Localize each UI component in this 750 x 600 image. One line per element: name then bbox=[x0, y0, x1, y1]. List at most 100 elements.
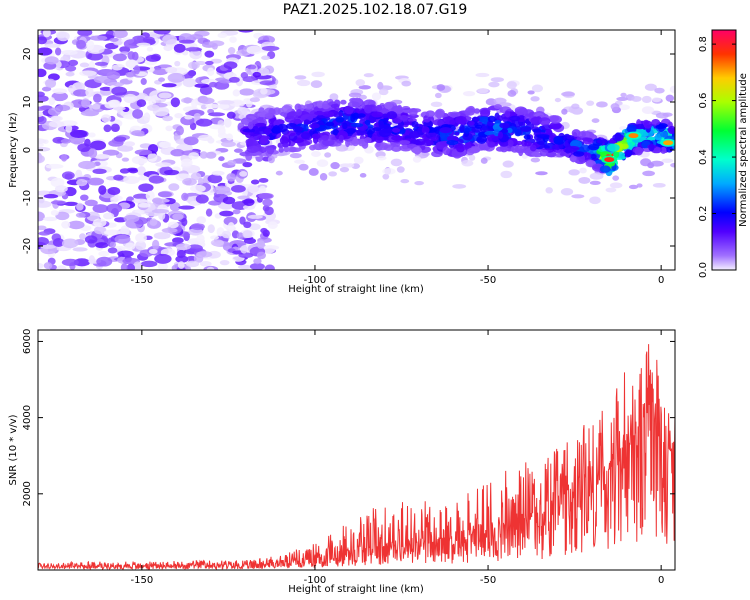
heat-cell bbox=[168, 183, 180, 191]
heat-cell bbox=[67, 84, 77, 94]
heat-cell bbox=[113, 30, 128, 39]
heat-cell bbox=[382, 167, 396, 175]
heat-cell bbox=[364, 137, 372, 144]
heat-cell bbox=[256, 240, 266, 249]
heat-cell bbox=[286, 111, 299, 119]
heat-cell bbox=[650, 160, 664, 167]
heat-cell bbox=[523, 134, 531, 140]
heat-cell bbox=[109, 37, 119, 42]
heat-cell bbox=[350, 113, 356, 123]
heat-cell bbox=[131, 155, 148, 165]
heat-cell bbox=[138, 183, 154, 192]
heat-cell bbox=[605, 187, 617, 193]
colorbar-tick-label: 0.0 bbox=[698, 262, 709, 278]
heat-cell bbox=[641, 95, 652, 104]
heat-cell bbox=[209, 124, 226, 130]
y-tick-label: 2000 bbox=[22, 481, 33, 506]
heat-cell bbox=[397, 123, 404, 130]
heat-cell bbox=[275, 170, 283, 176]
heat-cell bbox=[490, 77, 505, 83]
heat-cell bbox=[239, 171, 248, 177]
heat-cell bbox=[507, 139, 514, 147]
heat-cell bbox=[148, 248, 158, 254]
heat-cell bbox=[507, 90, 517, 97]
heat-cell bbox=[136, 42, 151, 47]
heat-cell bbox=[38, 138, 47, 144]
heat-cell bbox=[254, 122, 267, 127]
heat-cell bbox=[227, 159, 237, 166]
heat-cell bbox=[88, 148, 98, 159]
heat-cell bbox=[559, 150, 565, 156]
heat-cell bbox=[123, 176, 140, 185]
heat-cell bbox=[61, 258, 79, 267]
heat-cell bbox=[642, 170, 655, 177]
heat-cell bbox=[655, 124, 666, 130]
heat-cell bbox=[223, 216, 238, 226]
heat-cell bbox=[267, 155, 275, 164]
heat-cell bbox=[146, 46, 154, 52]
heat-cell bbox=[87, 52, 103, 61]
heat-cell bbox=[157, 262, 169, 270]
heat-cell bbox=[520, 126, 532, 132]
heat-cell bbox=[124, 141, 136, 147]
heat-cell bbox=[217, 132, 228, 139]
heat-cell bbox=[247, 121, 254, 130]
heat-cell bbox=[338, 134, 344, 142]
heat-cell bbox=[183, 136, 199, 146]
heat-cell bbox=[549, 121, 562, 130]
heat-cell bbox=[158, 92, 172, 99]
heat-cell bbox=[571, 103, 580, 110]
heat-cell bbox=[106, 71, 121, 80]
heat-cell bbox=[50, 209, 59, 216]
heat-cell bbox=[125, 71, 136, 78]
heat-cell bbox=[392, 127, 401, 133]
heat-cell bbox=[38, 111, 44, 118]
heat-cell bbox=[259, 80, 276, 86]
heat-cell bbox=[316, 159, 329, 167]
heat-cell bbox=[117, 145, 134, 152]
heat-cell bbox=[272, 124, 281, 134]
heat-cell bbox=[571, 194, 585, 199]
heat-cell bbox=[308, 168, 319, 176]
heat-cell bbox=[262, 198, 273, 207]
heat-cell bbox=[652, 97, 662, 103]
heat-cell bbox=[342, 122, 348, 130]
heat-cell bbox=[430, 101, 443, 108]
heat-cell bbox=[266, 147, 275, 155]
heat-cell bbox=[113, 174, 124, 181]
colorbar-gradient bbox=[711, 29, 737, 271]
heat-cell bbox=[364, 119, 371, 125]
heat-cell bbox=[167, 72, 185, 83]
heat-cell bbox=[652, 182, 666, 188]
heat-cell bbox=[144, 95, 154, 101]
colorbar-label: Normalized spectral amplitude bbox=[738, 73, 749, 227]
heat-cell bbox=[371, 92, 382, 101]
heat-cell bbox=[434, 92, 442, 99]
heat-cell bbox=[38, 115, 47, 125]
heat-cell bbox=[247, 137, 256, 147]
heat-cell bbox=[339, 167, 350, 173]
heat-cell bbox=[475, 72, 490, 78]
heat-cell bbox=[111, 86, 128, 96]
heat-cell bbox=[243, 198, 255, 207]
heat-cell bbox=[181, 97, 194, 104]
heat-cell bbox=[249, 262, 265, 270]
heat-cell bbox=[110, 123, 120, 133]
colorbar-tick-label: 0.8 bbox=[698, 36, 709, 52]
heat-cell bbox=[407, 113, 419, 119]
heat-cell bbox=[634, 123, 645, 130]
heat-cell bbox=[174, 60, 181, 67]
heat-cell bbox=[386, 111, 398, 120]
heat-cell bbox=[96, 256, 113, 267]
y-tick-label: -20 bbox=[22, 238, 33, 254]
heat-cell bbox=[162, 34, 178, 45]
heat-cell bbox=[330, 162, 340, 170]
heat-cell bbox=[256, 251, 266, 260]
heat-cell bbox=[223, 118, 232, 128]
heat-cell bbox=[467, 147, 480, 154]
heat-cell bbox=[182, 178, 197, 186]
heat-cell bbox=[184, 115, 193, 120]
heat-cell bbox=[204, 50, 215, 58]
heat-cell bbox=[125, 59, 139, 69]
heat-cell bbox=[38, 95, 49, 103]
